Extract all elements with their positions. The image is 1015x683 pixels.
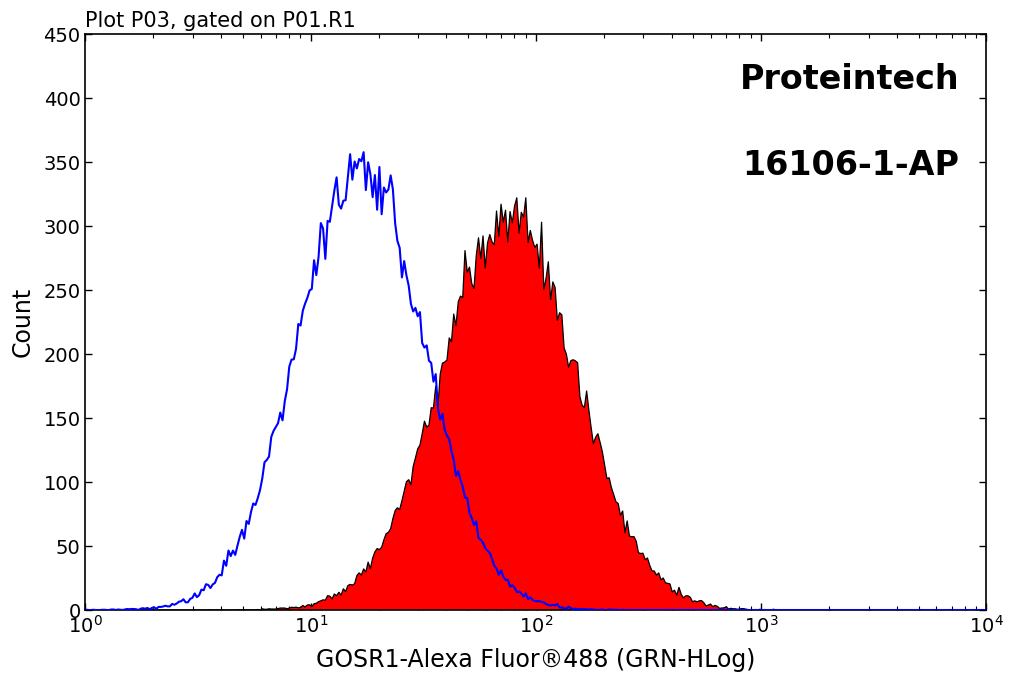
- Y-axis label: Count: Count: [11, 287, 36, 357]
- Text: 16106-1-AP: 16106-1-AP: [742, 150, 959, 182]
- X-axis label: GOSR1-Alexa Fluor®488 (GRN-HLog): GOSR1-Alexa Fluor®488 (GRN-HLog): [317, 648, 755, 672]
- Text: Plot P03, gated on P01.R1: Plot P03, gated on P01.R1: [85, 11, 356, 31]
- Text: Proteintech: Proteintech: [740, 63, 959, 96]
